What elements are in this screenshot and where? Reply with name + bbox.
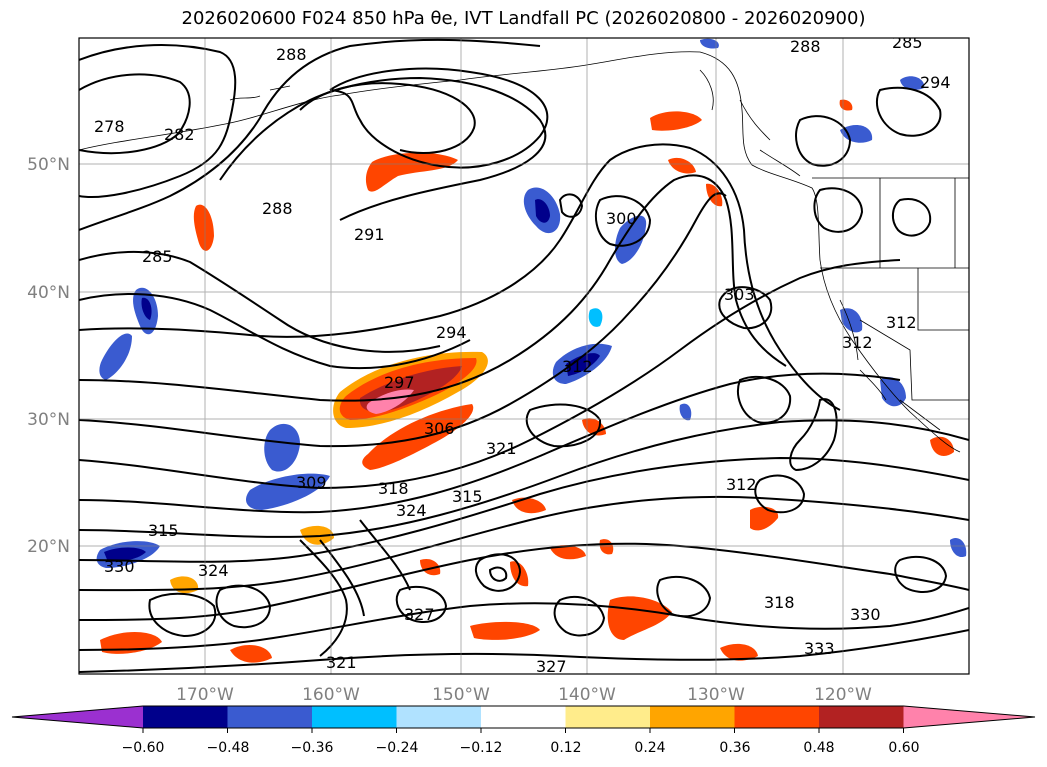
- contour-label: 309: [296, 473, 327, 492]
- contour-label: 312: [842, 333, 873, 352]
- contour-label: 291: [354, 225, 385, 244]
- colorbar-tick-label: 0.48: [803, 740, 834, 756]
- lat-label: 20°N: [27, 537, 70, 557]
- colorbar-extend-low: [12, 706, 143, 728]
- contour-label: 288: [262, 199, 293, 218]
- contour-label: 297: [384, 373, 415, 392]
- lon-label: 170°W: [176, 685, 234, 705]
- colorbar-swatch: [650, 706, 735, 728]
- colorbar-swatch: [312, 706, 397, 728]
- colorbar-tick-label: 0.24: [634, 740, 665, 756]
- contour-label: 321: [486, 439, 517, 458]
- colorbar-tick-label: −0.24: [376, 740, 419, 756]
- plot-frame: [78, 37, 970, 675]
- contour-label: 300: [606, 209, 637, 228]
- colorbar-swatch: [734, 706, 820, 728]
- lon-label: 120°W: [814, 685, 872, 705]
- contour-label: 278: [94, 117, 125, 136]
- contour-label: 288: [790, 37, 821, 56]
- contour-label: 333: [804, 639, 835, 658]
- contour-label: 312: [886, 313, 917, 332]
- lat-axis-labels: 50°N 40°N 30°N 20°N: [27, 155, 70, 557]
- contour-label: 324: [396, 501, 427, 520]
- contour-label: 312: [562, 357, 593, 376]
- contour-label: 294: [920, 73, 951, 92]
- colorbar-tick-label: −0.60: [122, 740, 165, 756]
- colorbar-swatch: [481, 706, 566, 728]
- colorbar-tick-label: 0.12: [550, 740, 581, 756]
- contour-label: 285: [142, 247, 173, 266]
- colorbar-swatch: [143, 706, 228, 728]
- contour-label: 315: [452, 487, 483, 506]
- contour-label: 321: [326, 653, 357, 672]
- lon-label: 150°W: [432, 685, 490, 705]
- colorbar-tick-label: 0.36: [719, 740, 750, 756]
- contour-label: 330: [850, 605, 881, 624]
- lon-label: 130°W: [687, 685, 745, 705]
- lon-label: 160°W: [302, 685, 360, 705]
- colorbar-tick-label: 0.60: [888, 740, 919, 756]
- gridlines: [79, 38, 969, 674]
- colorbar-tick-label: −0.12: [460, 740, 503, 756]
- colorbar-swatch: [396, 706, 482, 728]
- contour-label: 318: [378, 479, 409, 498]
- colorbar-extend-high: [903, 706, 1035, 728]
- contour-label: 312: [726, 475, 757, 494]
- lat-label: 40°N: [27, 283, 70, 303]
- contour-label: 327: [536, 657, 567, 676]
- lat-label: 50°N: [27, 155, 70, 175]
- chart-title: 2026020600 F024 850 hPa θe, IVT Landfall…: [181, 8, 866, 29]
- contour-label: 303: [724, 285, 755, 304]
- contour-label: 306: [424, 419, 455, 438]
- contour-label: 294: [436, 323, 467, 342]
- colorbar-tick-label: −0.36: [291, 740, 334, 756]
- theta-e-contours: [79, 38, 969, 673]
- coastlines: [79, 51, 969, 453]
- contour-label: 324: [198, 561, 229, 580]
- colorbar-swatch: [227, 706, 313, 728]
- contour-label: 282: [164, 125, 195, 144]
- lat-label: 30°N: [27, 410, 70, 430]
- colorbar-swatch: [819, 706, 904, 728]
- lon-axis-labels: 170°W 160°W 150°W 140°W 130°W 120°W: [176, 685, 872, 705]
- contour-label: 327: [404, 605, 435, 624]
- colorbar: [11, 705, 1036, 733]
- contour-label: 330: [104, 557, 135, 576]
- colorbar-tick-label: −0.48: [207, 740, 250, 756]
- contour-label: 288: [276, 45, 307, 64]
- lon-label: 140°W: [558, 685, 616, 705]
- contour-label: 315: [148, 521, 179, 540]
- contour-labels: 288 282 278 288 291 285 294 297 300 303 …: [94, 33, 951, 676]
- contour-label: 318: [764, 593, 795, 612]
- colorbar-swatch: [565, 706, 651, 728]
- colorbar-tick-labels: −0.60 −0.48 −0.36 −0.24 −0.12 0.12 0.24 …: [122, 740, 920, 756]
- contour-label: 285: [892, 33, 923, 52]
